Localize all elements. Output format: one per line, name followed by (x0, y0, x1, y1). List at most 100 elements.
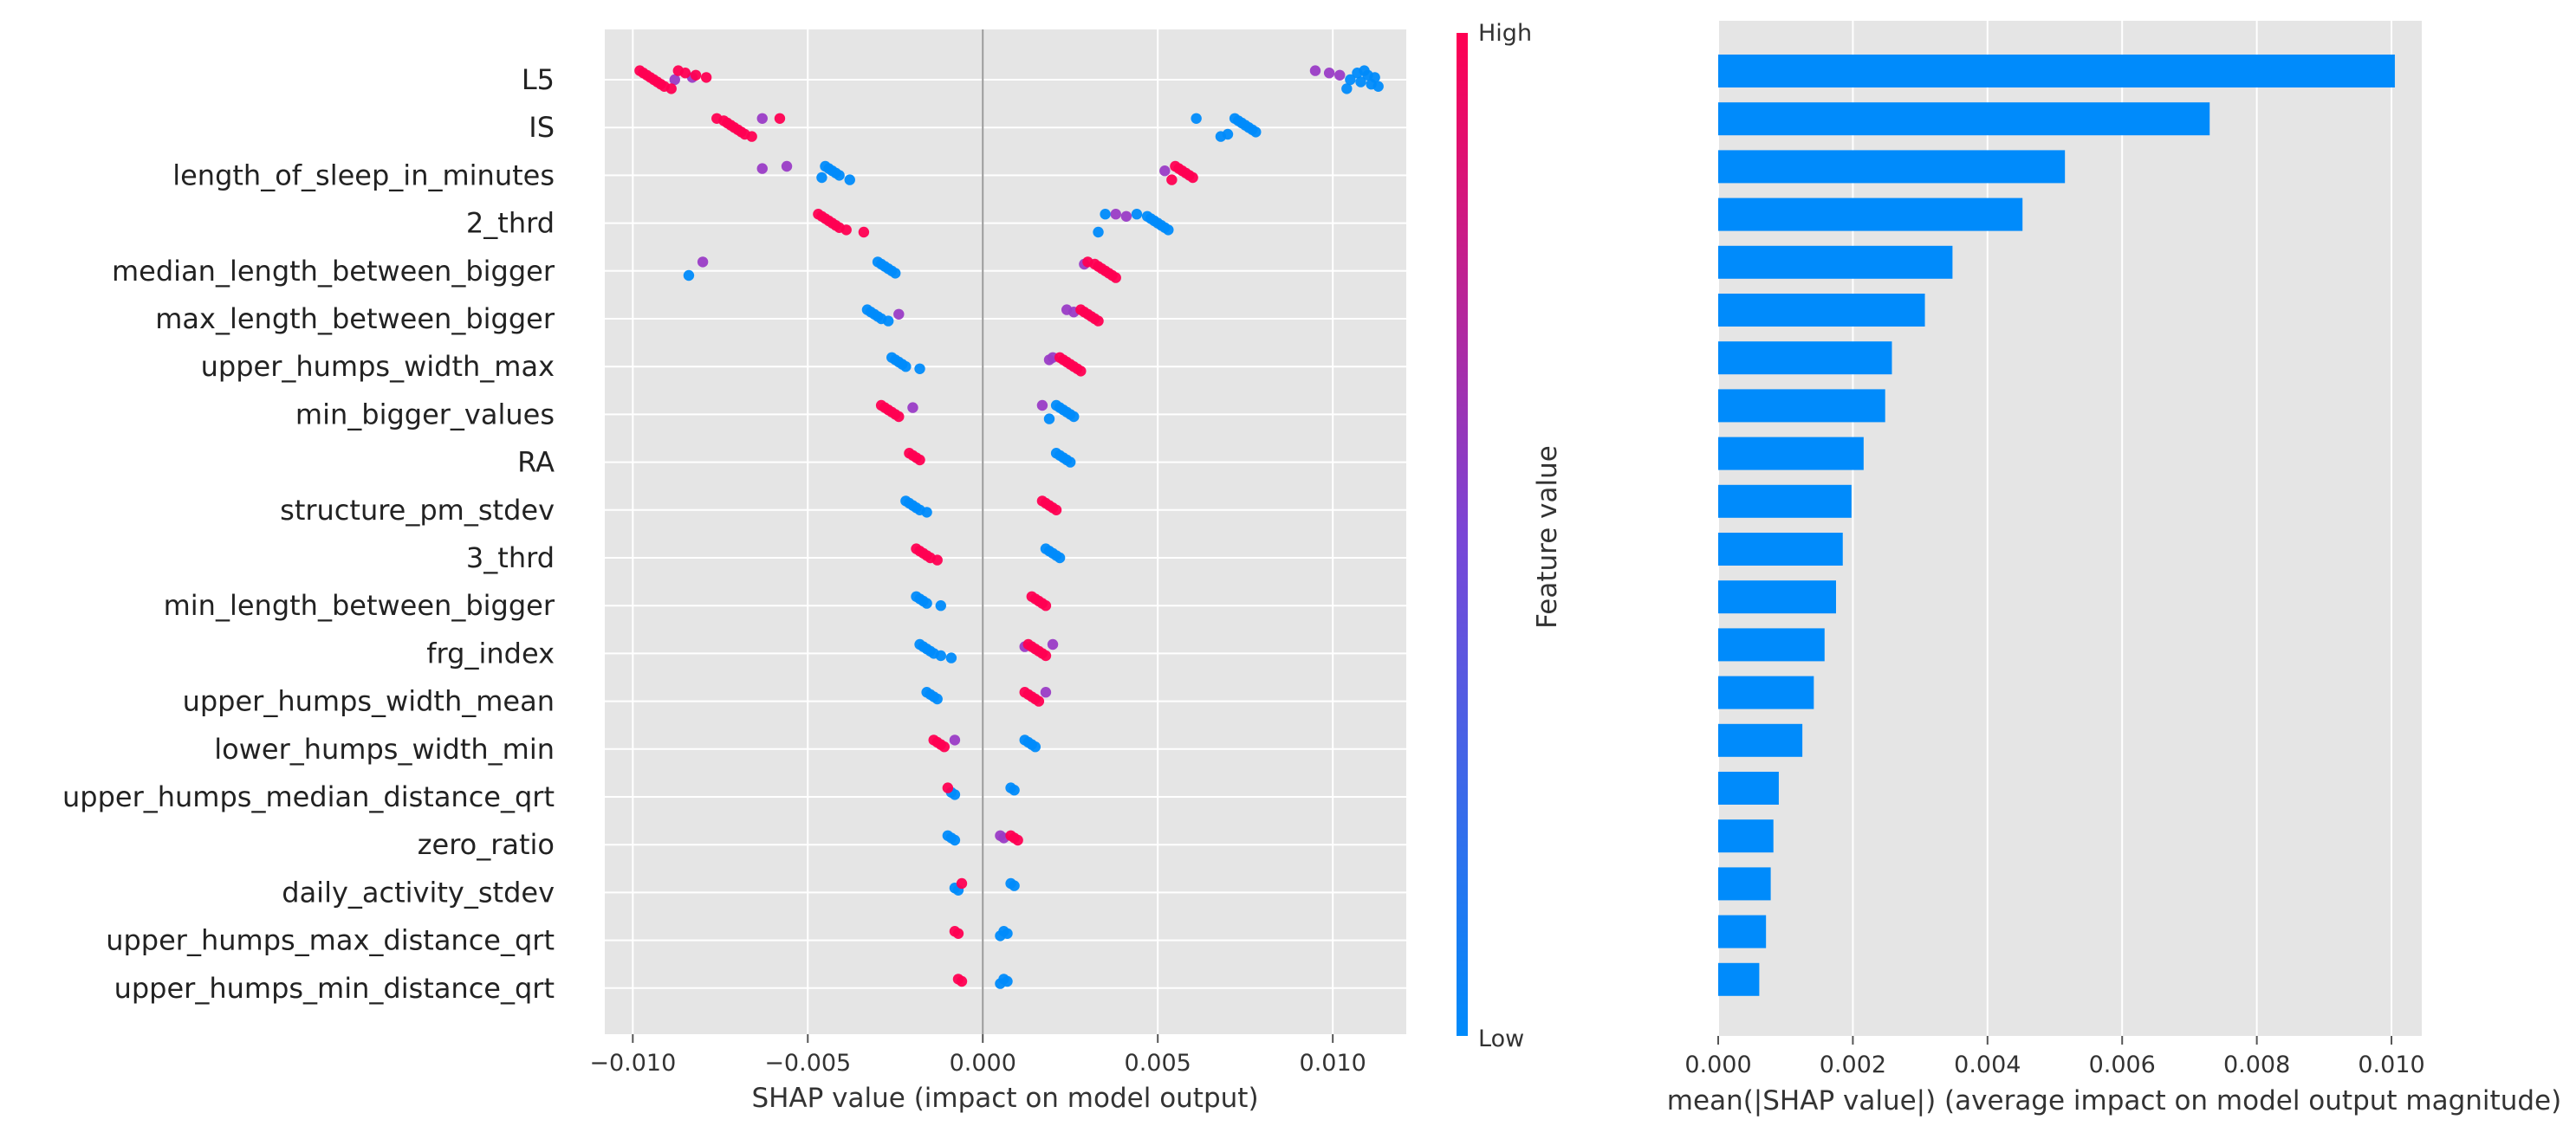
bar-upper_humps_max_distance_qrt (1718, 915, 1767, 948)
shap-point-low (1043, 413, 1055, 424)
shap-point-low (890, 268, 901, 279)
shap-point-high (1075, 366, 1087, 377)
colorbar-gradient (1457, 33, 1468, 1036)
shap-point-low (1355, 76, 1366, 87)
shap-point-low (931, 693, 943, 705)
shap-point-high (942, 782, 954, 793)
shap-point-low (1163, 224, 1174, 236)
bar-upper_humps_min_distance_qrt (1718, 962, 1760, 996)
beeswarm-x-tick-label: 0.010 (1300, 1050, 1366, 1077)
shap-point-high (931, 554, 943, 566)
bar-length_of_sleep_in_minutes (1718, 150, 2066, 184)
bar-x-tick-label: 0.004 (1954, 1052, 2021, 1078)
bar-L5 (1718, 55, 2395, 87)
shap-point-low (1054, 552, 1066, 564)
beeswarm-plot-area (605, 29, 1406, 1034)
feature-label: RA (517, 446, 555, 479)
shap-point-low (1093, 226, 1104, 238)
shap-beeswarm-chart: L5 IS length_of_sleep_in_minutes 2_thrdmedi… (62, 29, 1406, 1114)
shap-point-high (1166, 174, 1178, 185)
bar-daily_activity_stdev (1718, 867, 1771, 901)
feature-label: length_of_sleep_in_minutes (172, 159, 555, 191)
beeswarm-x-ticks: −0.010 −0.005 0.000 0.005 0.010 (589, 1034, 1366, 1077)
shap-point-high (774, 113, 786, 124)
shap-point-low (1131, 209, 1143, 220)
shap-point-high (1110, 272, 1121, 283)
shap-point-low (935, 600, 946, 612)
shap-point-high (746, 131, 757, 142)
feature-label: upper_humps_median_distance_qrt (62, 780, 555, 813)
shap-point-high (956, 877, 968, 890)
bar-x-tick-label: 0.002 (1820, 1052, 1886, 1078)
shap-point-mid (1159, 165, 1171, 177)
feature-label: 3_thrd (466, 541, 555, 574)
bar-x-tick-label: 0.006 (2089, 1052, 2156, 1078)
beeswarm-x-axis-title: SHAP value (impact on model output) (751, 1083, 1258, 1114)
bar-zero_ratio (1718, 819, 1774, 853)
shap-point-high (952, 928, 964, 940)
shap-point-low (914, 363, 925, 374)
feature-value-colorbar: High Low Feature value (1457, 20, 1563, 1052)
bar-RA (1718, 437, 1864, 470)
bar-min_length_between_bigger (1718, 580, 1836, 614)
shap-point-high (858, 226, 870, 238)
shap-point-high (893, 411, 905, 423)
shap-point-low (921, 598, 932, 609)
bar-x-tick-label: 0.000 (1684, 1052, 1751, 1078)
shap-point-mid (756, 113, 768, 124)
shap-point-high (840, 224, 852, 236)
bar-x-axis-title: mean(|SHAP value|) (average impact on mo… (1667, 1085, 2561, 1116)
shap-point-mid (756, 163, 768, 174)
bar-x-ticks: 0.000 0.002 0.004 0.006 0.008 0.010 (1684, 1036, 2425, 1078)
shap-point-high (700, 72, 712, 83)
shap-point-mid (1043, 354, 1055, 366)
beeswarm-x-tick-label: 0.000 (950, 1050, 1016, 1077)
mean-shap-bar-chart: 0.000 0.002 0.004 0.006 0.008 0.010 mean(|SHA… (1667, 21, 2561, 1116)
bar-max_length_between_bigger (1718, 294, 1925, 327)
shap-point-high (914, 454, 925, 466)
bar-x-tick-label: 0.008 (2223, 1052, 2290, 1078)
shap-point-high (1093, 315, 1104, 327)
feature-label: lower_humps_width_min (214, 733, 555, 766)
colorbar-high-label: High (1478, 20, 1532, 47)
shap-point-mid (1334, 69, 1346, 81)
feature-label: IS (529, 111, 555, 144)
shap-point-high (1012, 834, 1023, 846)
shap-point-low (935, 650, 946, 662)
shap-point-low (949, 834, 961, 846)
bar-frg_index (1718, 628, 1825, 662)
shap-point-mid (1047, 638, 1059, 650)
beeswarm-x-tick-label: −0.010 (589, 1050, 676, 1077)
feature-label: upper_humps_width_max (201, 350, 555, 383)
shap-point-low (995, 978, 1006, 989)
shap-point-low (1029, 741, 1041, 753)
bar-lower_humps_width_min (1718, 723, 1803, 757)
feature-label: min_length_between_bigger (164, 589, 555, 622)
shap-point-high (1033, 696, 1045, 707)
shap-point-low (1345, 74, 1356, 86)
beeswarm-feature-labels: L5 IS length_of_sleep_in_minutes 2_thrdmedi… (62, 63, 555, 1005)
shap-point-high (1040, 600, 1052, 612)
shap-point-low (921, 507, 932, 518)
shap-point-low (995, 930, 1006, 942)
feature-label: upper_humps_width_mean (183, 685, 555, 718)
bar-3_thrd (1718, 533, 1843, 566)
shap-point-low (1215, 131, 1227, 142)
bar-upper_humps_width_mean (1718, 676, 1814, 709)
feature-label: structure_pm_stdev (280, 494, 555, 527)
shap-point-low (1009, 880, 1020, 891)
bar-median_length_between_bigger (1718, 245, 1953, 279)
shap-point-low (1100, 209, 1111, 220)
shap-point-low (1191, 113, 1202, 124)
shap-point-low (844, 174, 855, 185)
bar-bars (1718, 55, 2395, 996)
bar-x-tick-label: 0.010 (2358, 1052, 2424, 1078)
shap-point-high (938, 741, 951, 753)
shap-point-high (690, 69, 702, 81)
shap-point-mid (1323, 68, 1335, 79)
shap-point-low (1341, 83, 1353, 94)
shap-point-mid (697, 256, 709, 268)
shap-point-mid (1110, 209, 1121, 220)
shap-point-high (679, 68, 691, 79)
